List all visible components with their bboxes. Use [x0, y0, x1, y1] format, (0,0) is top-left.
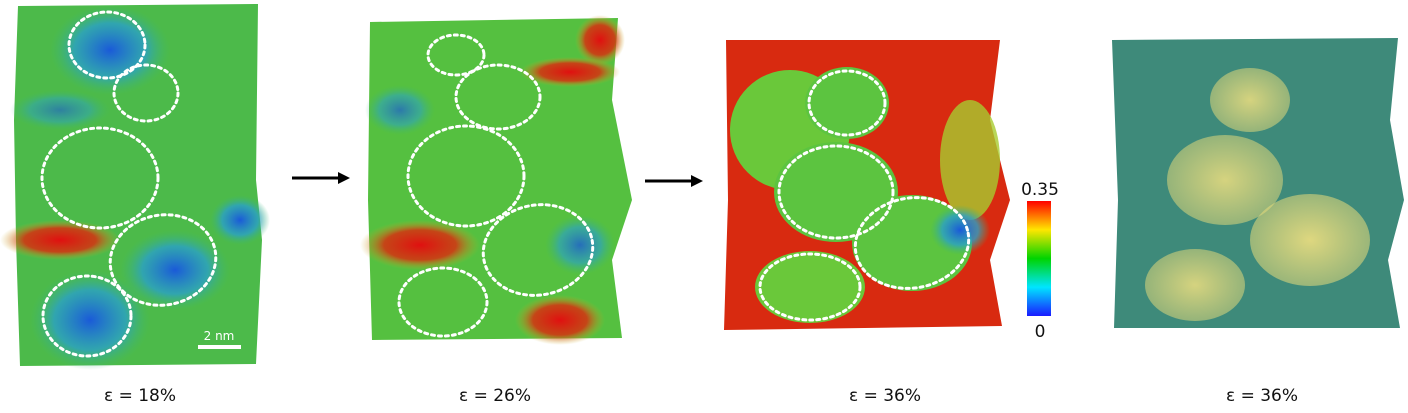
panel-1: 2 nm ε = 18%	[0, 4, 270, 406]
panel-2: ε = 26%	[360, 15, 632, 406]
panel-4: ε = 36%	[1112, 38, 1404, 406]
panel-3: ε = 36%	[724, 40, 1010, 406]
caption-1: ε = 18%	[104, 386, 176, 406]
colorbar-max-label: 0.35	[1021, 180, 1059, 200]
scale-bar-label: 2 nm	[204, 329, 235, 343]
colorbar-min-label: 0	[1035, 322, 1046, 342]
caption-3: ε = 36%	[849, 386, 921, 406]
scale-bar	[198, 345, 241, 349]
arrow-2	[645, 175, 703, 187]
caption-4: ε = 36%	[1226, 386, 1298, 406]
caption-2: ε = 26%	[459, 386, 531, 406]
arrow-1	[292, 172, 350, 184]
colorbar: 0.35 0	[1021, 180, 1059, 342]
